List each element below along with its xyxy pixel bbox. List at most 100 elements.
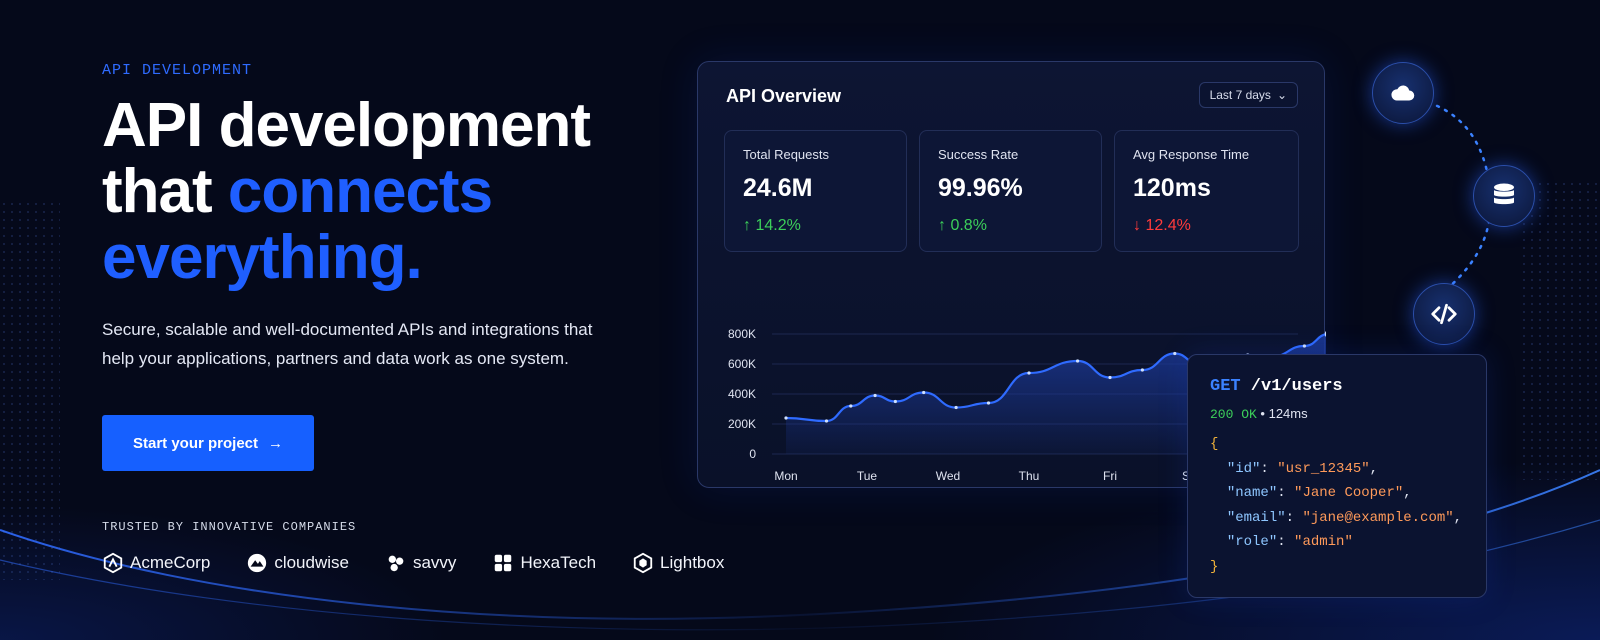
json-value: "admin" <box>1294 534 1353 550</box>
chevron-down-icon: ⌄ <box>1276 88 1287 102</box>
chart-data-point <box>1140 368 1144 372</box>
stat-change-value: 14.2% <box>755 217 801 234</box>
company-logos: AcmeCorp cloudwise savvy HexaTech Lightb… <box>102 552 724 574</box>
cloudwise-logo-icon <box>248 553 267 573</box>
json-close-brace: } <box>1210 558 1219 575</box>
cloud-icon <box>1391 85 1415 101</box>
stat-value: 120ms <box>1133 174 1211 202</box>
node-connector <box>1418 98 1492 297</box>
chart-data-point <box>1302 344 1306 348</box>
stat-change: ↑ 14.2% <box>743 217 888 235</box>
headline-line-3-accent: everything. <box>102 223 423 292</box>
y-tick-label: 200K <box>728 417 756 431</box>
chart-data-point <box>986 401 991 405</box>
stat-change-value: 0.8% <box>950 217 987 234</box>
chart-data-point <box>1324 331 1326 337</box>
stat-value: 99.96% <box>938 174 1023 202</box>
json-comma: , <box>1403 485 1412 501</box>
chart-data-point <box>1108 375 1112 380</box>
json-key: "id" <box>1226 460 1261 477</box>
json-key: "role" <box>1226 534 1278 550</box>
start-project-label: Start your project <box>132 434 259 452</box>
response-time: • 124ms <box>1256 406 1308 421</box>
y-tick-label: 0 <box>749 447 756 461</box>
stat-card-avg-response-time: Avg Response Time 120ms ↓ 12.4% <box>1114 130 1299 252</box>
chart-data-point <box>849 404 853 408</box>
chart-data-point <box>1076 359 1080 363</box>
date-range-label: Last 7 days <box>1209 88 1271 102</box>
response-status: 200 OK • 124ms <box>1210 406 1464 422</box>
database-node <box>1473 165 1535 227</box>
x-tick-label: Tue <box>857 469 878 483</box>
json-value: "usr_12345" <box>1277 460 1370 477</box>
dot-pattern-left <box>0 200 60 580</box>
request-line: GET /v1/users <box>1210 377 1464 396</box>
y-tick-label: 800K <box>728 327 756 341</box>
api-response-card: GET /v1/users 200 OK • 124ms { "id": "us… <box>1187 354 1487 598</box>
logo-acmecorp: AcmeCorp <box>102 552 210 574</box>
logo-lightbox: Lightbox <box>632 552 724 574</box>
logo-acmecorp-text: AcmeCorp <box>130 553 211 572</box>
stat-label: Success Rate <box>938 147 1019 162</box>
code-node <box>1413 283 1475 345</box>
stat-change: ↑ 0.8% <box>938 217 1083 235</box>
x-tick-label: Wed <box>936 469 960 483</box>
x-tick-label: Mon <box>774 469 797 483</box>
trusted-label: TRUSTED BY INNOVATIVE COMPANIES <box>102 520 357 534</box>
request-path: /v1/users <box>1240 377 1343 396</box>
json-open-brace: { <box>1210 436 1219 452</box>
logo-hexatech-text: HexaTech <box>520 553 597 572</box>
headline-line-2-plain: that <box>102 157 228 226</box>
json-key: "name" <box>1226 485 1278 501</box>
json-value: "Jane Cooper" <box>1294 485 1404 501</box>
acmecorp-logo-icon <box>103 552 123 574</box>
chart-data-point <box>1173 351 1177 356</box>
start-project-button[interactable]: Start your project → <box>102 415 314 471</box>
chart-data-point <box>893 399 897 404</box>
stats-row: Total Requests 24.6M ↑ 14.2% Success Rat… <box>724 130 1299 252</box>
y-tick-label: 600K <box>728 357 756 371</box>
logo-lightbox-text: Lightbox <box>660 553 725 572</box>
http-method: GET <box>1210 377 1241 396</box>
dashboard-title: API Overview <box>726 86 842 106</box>
x-tick-label: Thu <box>1019 469 1040 483</box>
x-tick-label: Fri <box>1103 469 1117 483</box>
json-comma: , <box>1369 460 1379 477</box>
logo-savvy: savvy <box>385 552 456 574</box>
dot-pattern-right <box>1520 180 1600 480</box>
chart-data-point <box>922 390 926 395</box>
lead-paragraph: Secure, scalable and well-documented API… <box>102 320 593 368</box>
stat-card-total-requests: Total Requests 24.6M ↑ 14.2% <box>724 130 907 252</box>
y-tick-label: 400K <box>728 387 756 401</box>
arrow-up-icon: ↑ <box>938 217 946 234</box>
logo-cloudwise: cloudwise <box>246 552 349 574</box>
stat-value: 24.6M <box>743 174 813 202</box>
database-icon <box>1494 183 1514 205</box>
arrow-down-icon: ↓ <box>1133 217 1141 234</box>
stat-label: Avg Response Time <box>1133 147 1250 162</box>
headline-line-1: API development <box>102 91 591 160</box>
json-comma: , <box>1453 509 1463 526</box>
headline: API development that connects everything… <box>102 93 662 291</box>
code-icon <box>1431 303 1457 325</box>
eyebrow: API DEVELOPMENT <box>102 62 253 79</box>
lightbox-logo-icon <box>633 552 653 574</box>
hero-section: API DEVELOPMENT API development that con… <box>102 62 662 471</box>
arrow-right-icon: → <box>268 434 284 452</box>
savvy-logo-icon <box>388 555 404 572</box>
chart-data-point <box>873 393 877 398</box>
cloud-node <box>1372 62 1434 124</box>
response-json: { "id": "usr_12345", "name": "Jane Coope… <box>1210 436 1463 575</box>
hexatech-logo-icon <box>495 554 512 572</box>
stat-card-success-rate: Success Rate 99.96% ↑ 0.8% <box>919 130 1102 252</box>
logo-hexatech: HexaTech <box>492 552 596 574</box>
json-key: "email" <box>1226 509 1286 526</box>
logo-cloudwise-text: cloudwise <box>274 553 349 572</box>
headline-line-2-accent: connects <box>227 157 493 226</box>
stat-change-value: 12.4% <box>1145 217 1191 234</box>
arrow-up-icon: ↑ <box>743 217 751 234</box>
status-code: 200 OK <box>1210 407 1257 422</box>
chart-data-point <box>954 405 958 410</box>
date-range-select[interactable]: Last 7 days ⌄ <box>1198 82 1298 108</box>
logo-savvy-text: savvy <box>412 553 457 572</box>
